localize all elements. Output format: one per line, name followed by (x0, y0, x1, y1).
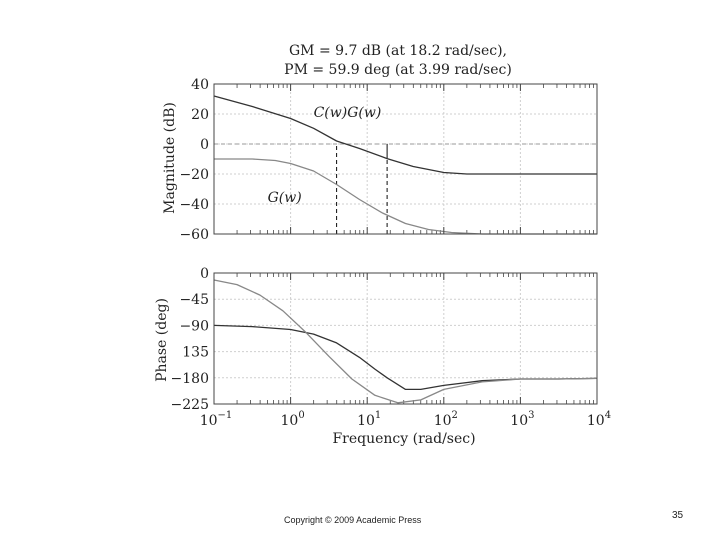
y-tick-label: −20 (179, 167, 209, 183)
x-tick-label: 104 (587, 410, 611, 429)
x-tick-label: 101 (357, 410, 381, 429)
phase-y-tick-labels: 0 −45 −90 135 −180 −225 (171, 266, 209, 413)
loop-transfer-annotation: C(w)G(w) (314, 105, 382, 121)
x-tick-label: 103 (510, 410, 534, 429)
phase-y-axis-label: Phase (deg) (154, 298, 170, 382)
y-tick-label: 0 (200, 266, 209, 282)
y-tick-label: 0 (200, 137, 209, 153)
magnitude-grid (213, 83, 598, 235)
phase-series (213, 279, 598, 404)
magnitude-y-tick-labels: 40 20 0 −20 −40 −60 (179, 77, 209, 243)
figure-title-line2: PM = 59.9 deg (at 3.99 rad/sec) (284, 62, 512, 78)
phase-panel: 0 −45 −90 135 −180 −225 10−1 100 101 102 103 104 P… (154, 266, 611, 447)
series-line-loop (213, 324, 598, 391)
magnitude-x-ticks (213, 84, 598, 234)
phase-x-tick-labels: 10−1 100 101 102 103 104 (200, 273, 611, 429)
slide-number: 35 (672, 510, 684, 521)
phase-grid (213, 272, 598, 405)
y-tick-label: −60 (179, 227, 209, 243)
y-tick-label: −90 (179, 318, 209, 334)
phase-plot-frame (213, 272, 598, 405)
magnitude-reference-lines (214, 143, 597, 234)
y-tick-label: 135 (182, 345, 209, 361)
y-tick-label: −225 (171, 397, 209, 413)
figure-title-line1: GM = 9.7 dB (at 18.2 rad/sec), (289, 43, 507, 59)
series-line-plant (213, 279, 598, 404)
frequency-x-axis-label: Frequency (rad/sec) (332, 431, 475, 447)
y-tick-label: 40 (191, 77, 209, 93)
magnitude-panel: 40 20 0 −20 −40 −60 Magnitude (dB) C(w)G(w) G… (162, 77, 598, 243)
y-tick-label: −40 (179, 197, 209, 213)
y-tick-label: 20 (191, 107, 209, 123)
plant-transfer-annotation: G(w) (268, 190, 302, 206)
y-tick-label: −45 (179, 292, 209, 308)
magnitude-plot-frame (213, 83, 598, 235)
y-tick-label: −180 (171, 371, 209, 387)
magnitude-y-axis-label: Magnitude (dB) (162, 102, 178, 214)
series-line-loop (213, 95, 597, 175)
x-tick-label: 102 (434, 410, 458, 429)
magnitude-series (213, 95, 597, 235)
copyright-notice: Copyright © 2009 Academic Press (284, 515, 422, 525)
x-tick-label: 10−1 (200, 410, 233, 429)
x-tick-label: 100 (280, 410, 304, 429)
